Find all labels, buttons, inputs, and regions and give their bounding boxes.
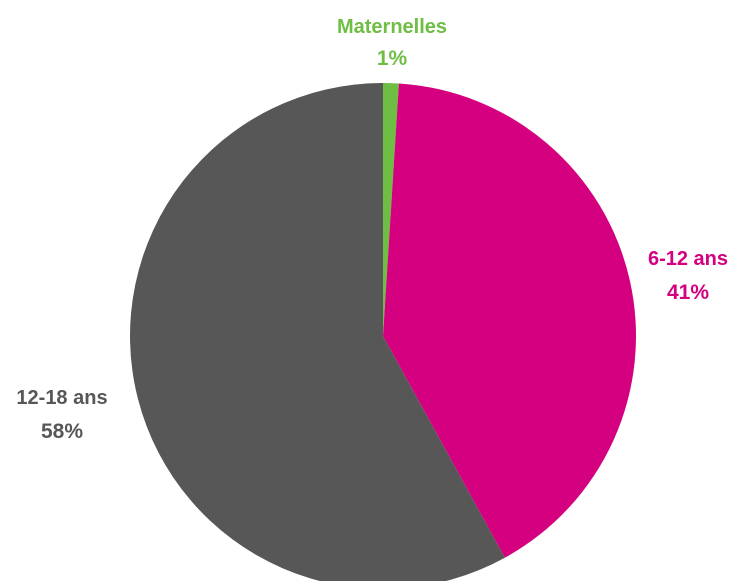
slice-label-12-18-ans: 12-18 ans bbox=[16, 387, 107, 409]
pie-slice-maternelles bbox=[383, 83, 399, 336]
slice-percent-maternelles: 1% bbox=[377, 47, 408, 70]
pie-slice-12-18-ans bbox=[130, 83, 505, 586]
slice-label-maternelles: Maternelles bbox=[337, 16, 447, 38]
slice-percent-6-12-ans: 41% bbox=[667, 281, 709, 304]
pie-slice-6-12-ans bbox=[383, 83, 637, 558]
slice-label-6-12-ans: 6-12 ans bbox=[648, 248, 728, 270]
slice-percent-12-18-ans: 58% bbox=[41, 420, 83, 443]
